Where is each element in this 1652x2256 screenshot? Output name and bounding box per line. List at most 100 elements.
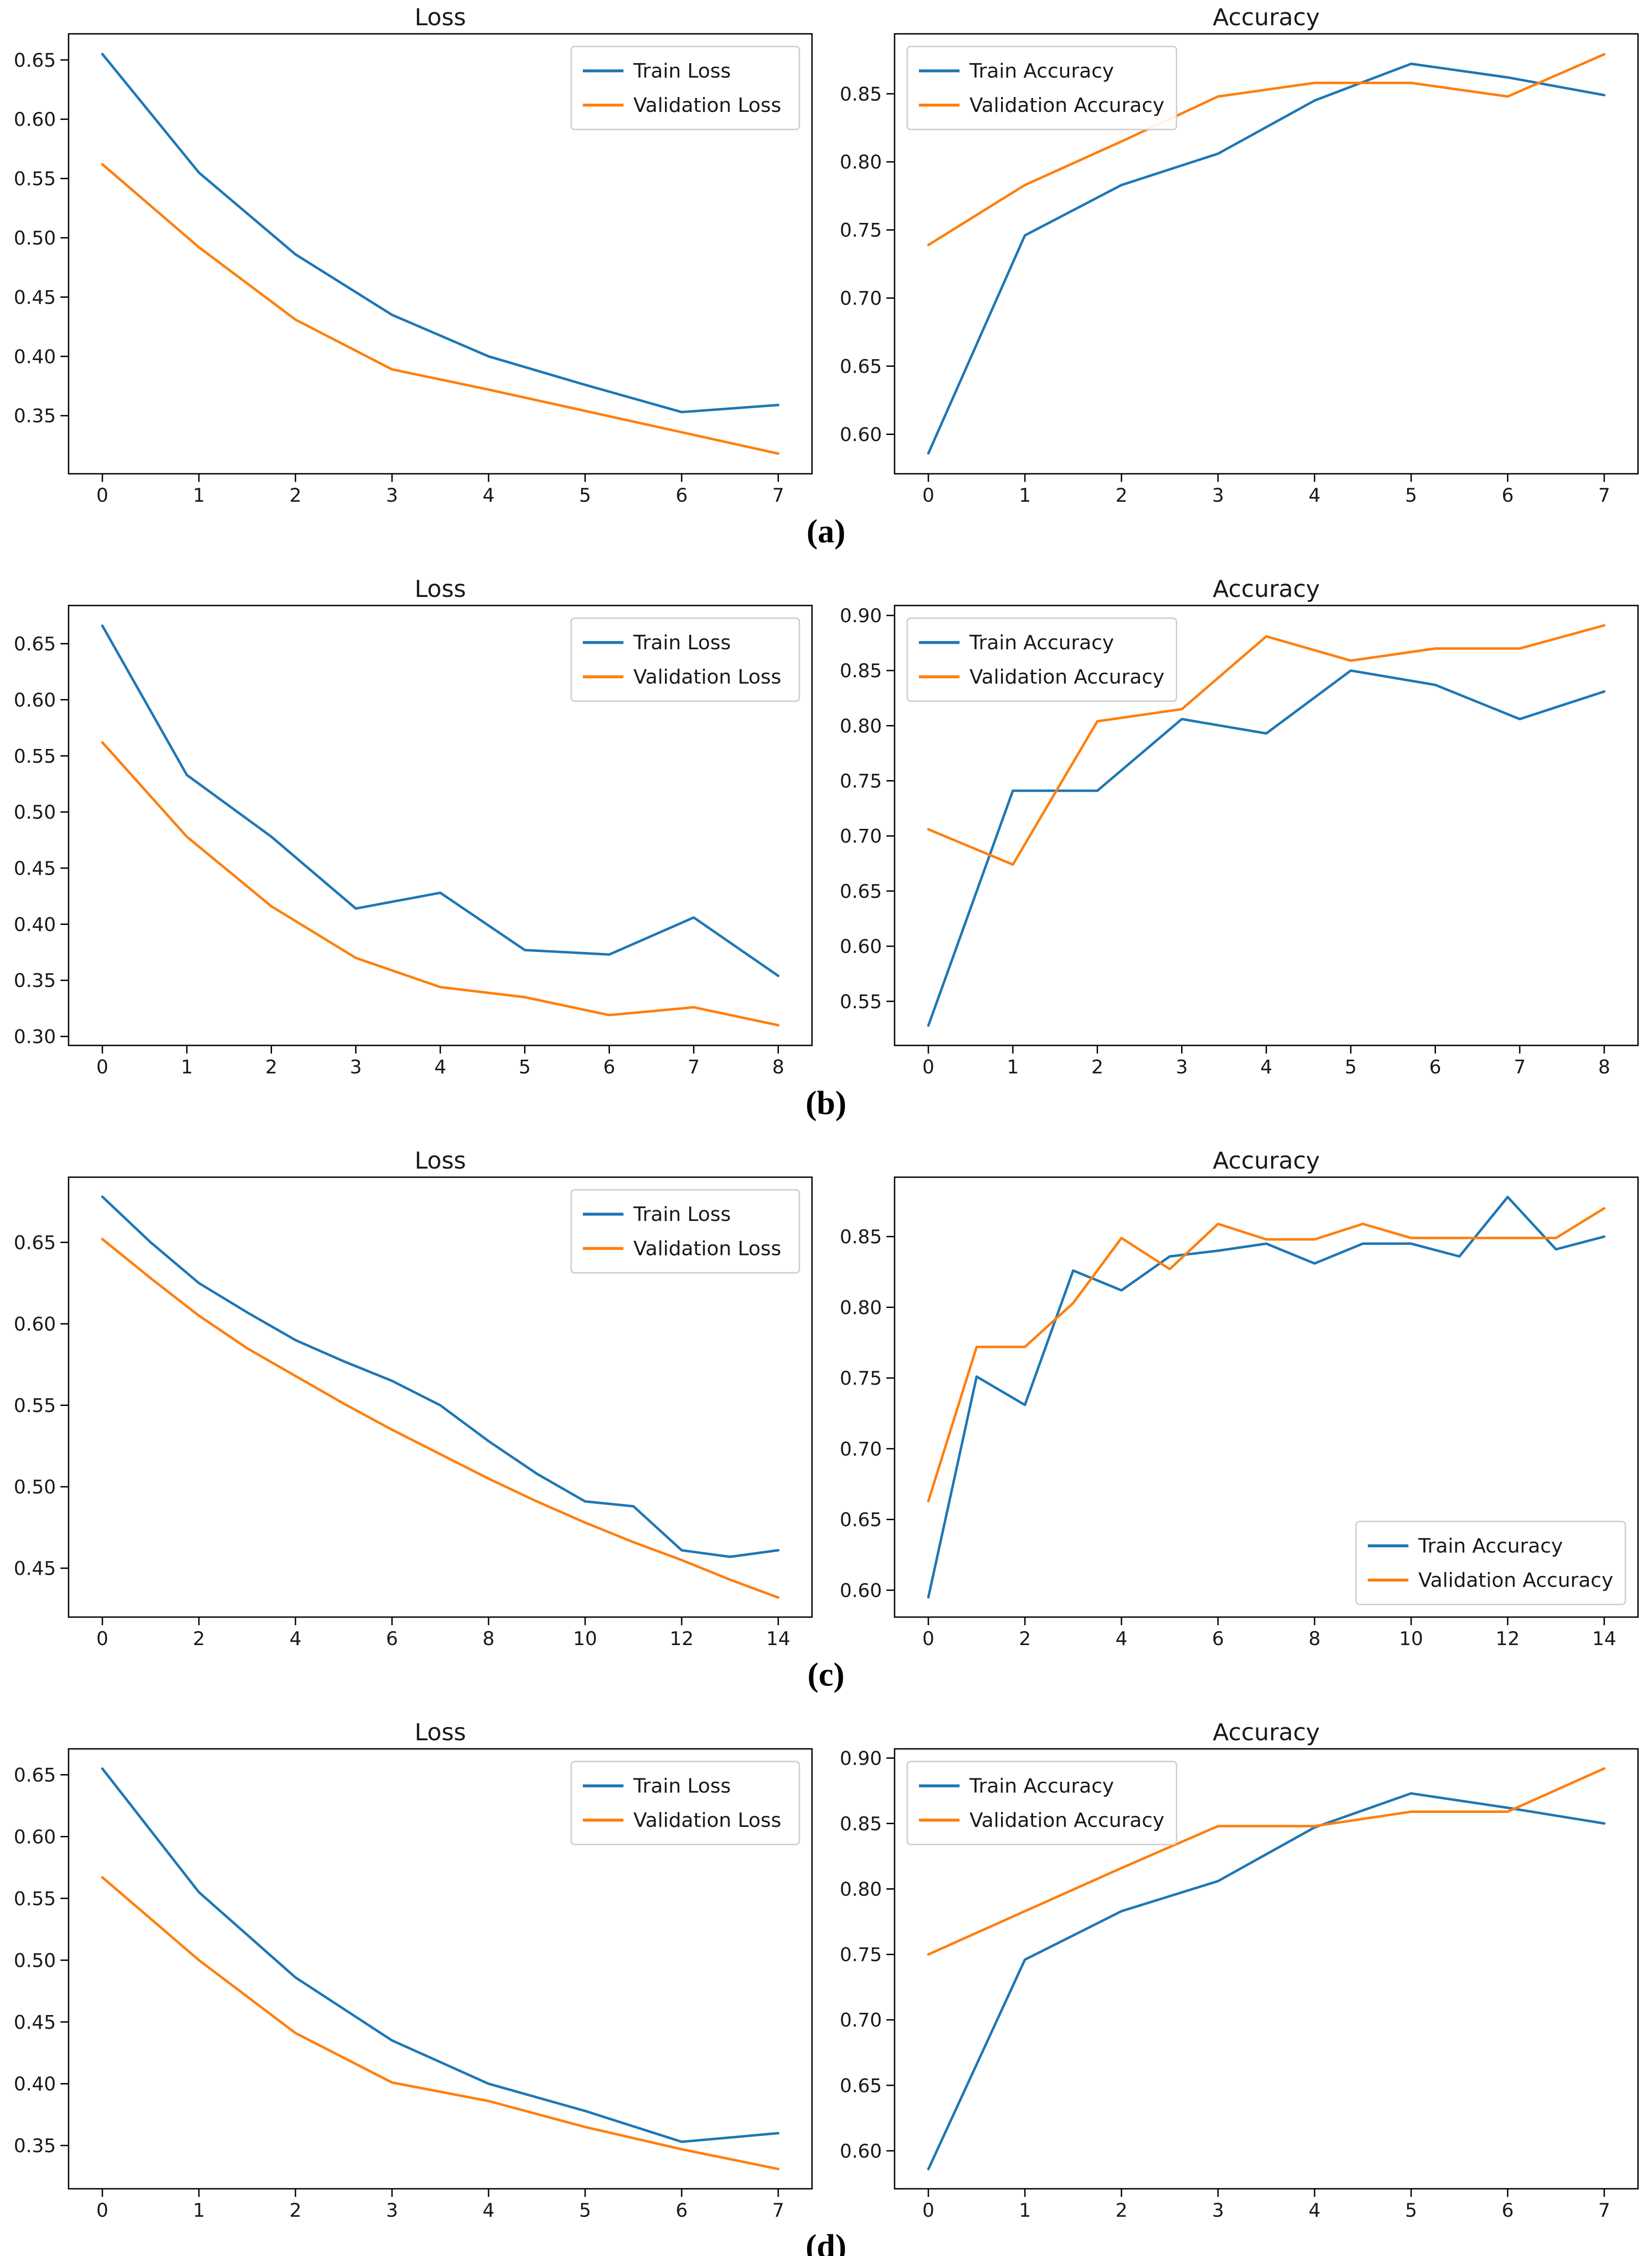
y-tick-label: 0.75 bbox=[840, 219, 882, 241]
series-line bbox=[101, 1238, 780, 1599]
series-line bbox=[101, 163, 780, 455]
series-line bbox=[927, 1196, 1606, 1599]
y-tick-label: 0.90 bbox=[840, 605, 882, 627]
series-line bbox=[927, 1792, 1606, 2171]
legend-box bbox=[570, 1761, 800, 1845]
x-tick-label: 0 bbox=[97, 2199, 109, 2221]
series-line bbox=[927, 62, 1606, 455]
x-tick-label: 5 bbox=[579, 484, 591, 506]
y-tick-label: 0.50 bbox=[14, 227, 56, 249]
chart-title: Loss bbox=[415, 576, 466, 603]
series-line bbox=[101, 741, 780, 1026]
chart-canvas-a-loss: Loss 0.35 0.40 0.45 0.50 0.55 0.60 0.65 0 1 2 3 4 5 6 7… bbox=[14, 4, 813, 506]
x-tick-label: 0 bbox=[97, 1627, 109, 1650]
legend-label: Validation Accuracy bbox=[1418, 1569, 1613, 1592]
x-tick-label: 8 bbox=[483, 1627, 495, 1650]
y-tick-label: 0.60 bbox=[14, 108, 56, 130]
y-tick-label: 0.60 bbox=[840, 935, 882, 957]
x-tick-label: 5 bbox=[519, 1056, 531, 1078]
legend-label: Train Loss bbox=[633, 1775, 731, 1798]
chart-title: Loss bbox=[415, 1719, 466, 1746]
x-tick-label: 2 bbox=[1116, 484, 1128, 506]
y-tick-label: 0.55 bbox=[14, 1887, 56, 1909]
chart-canvas-d-loss: Loss 0.35 0.40 0.45 0.50 0.55 0.60 0.65 0 1 2 3 4 5 6 7… bbox=[14, 1719, 813, 2221]
legend: Train Accuracy Validation Accuracy bbox=[906, 617, 1177, 702]
chart-canvas-b-accuracy: Accuracy 0.55 0.60 0.65 0.70 0.75 0.80 0.85 0.90… bbox=[840, 576, 1639, 1078]
x-tick-label: 10 bbox=[1399, 1627, 1423, 1650]
x-tick-label: 12 bbox=[669, 1627, 693, 1650]
y-tick-label: 0.80 bbox=[840, 151, 882, 173]
y-tick-label: 0.80 bbox=[840, 1296, 882, 1318]
chart-b-accuracy: Accuracy 0.55 0.60 0.65 0.70 0.75 0.80 0.85 0.90… bbox=[826, 572, 1652, 1143]
x-tick-label: 1 bbox=[1019, 2199, 1031, 2221]
legend-box bbox=[570, 1189, 800, 1274]
x-tick-label: 2 bbox=[290, 484, 302, 506]
y-tick-label: 0.75 bbox=[840, 1367, 882, 1389]
axes-box bbox=[68, 33, 813, 475]
x-tick-label: 4 bbox=[483, 484, 495, 506]
x-tick-label: 1 bbox=[1007, 1056, 1019, 1078]
y-tick-label: 0.90 bbox=[840, 1747, 882, 1769]
x-tick-label: 6 bbox=[676, 2199, 688, 2221]
legend-box bbox=[1355, 1521, 1626, 1605]
series-line bbox=[927, 1207, 1606, 1502]
y-tick-label: 0.55 bbox=[14, 1395, 56, 1417]
legend-label: Validation Accuracy bbox=[969, 666, 1164, 689]
series-line bbox=[101, 624, 780, 977]
x-tick-label: 3 bbox=[350, 1056, 362, 1078]
series-line bbox=[927, 624, 1606, 866]
x-tick-label: 1 bbox=[181, 1056, 193, 1078]
chart-title: Loss bbox=[415, 1147, 466, 1174]
legend: Train Loss Validation Loss bbox=[570, 1761, 800, 1845]
legend-label: Train Loss bbox=[633, 1203, 731, 1226]
axes-box bbox=[68, 1176, 813, 1618]
chart-a-accuracy: Accuracy 0.60 0.65 0.70 0.75 0.80 0.85 0 1 2 3 4 5 6 7… bbox=[826, 0, 1652, 572]
caption-c: (c) bbox=[807, 1656, 845, 1693]
y-tick-label: 0.70 bbox=[840, 287, 882, 310]
x-tick-label: 3 bbox=[386, 2199, 398, 2221]
y-tick-label: 0.50 bbox=[14, 1476, 56, 1498]
chart-title: Loss bbox=[415, 4, 466, 31]
x-tick-label: 0 bbox=[923, 2199, 935, 2221]
chart-canvas-c-accuracy: Accuracy 0.60 0.65 0.70 0.75 0.80 0.85 0 2 4 6 8 10 1… bbox=[840, 1147, 1639, 1650]
y-tick-label: 0.85 bbox=[840, 660, 882, 682]
y-tick-label: 0.40 bbox=[14, 346, 56, 368]
axes-box bbox=[894, 33, 1639, 475]
y-tick-label: 0.65 bbox=[14, 1764, 56, 1786]
x-tick-label: 3 bbox=[1212, 2199, 1224, 2221]
figure-row-d: Loss 0.35 0.40 0.45 0.50 0.55 0.60 0.65 0 1 2 3 4 5 6 7… bbox=[0, 1715, 1652, 2256]
caption-d: (d) bbox=[805, 2228, 847, 2256]
series-line bbox=[101, 1195, 780, 1558]
x-tick-label: 7 bbox=[772, 2199, 784, 2221]
y-tick-label: 0.60 bbox=[840, 1579, 882, 1601]
x-tick-label: 5 bbox=[1405, 484, 1417, 506]
legend-label: Validation Loss bbox=[633, 666, 781, 689]
x-tick-label: 7 bbox=[1598, 484, 1610, 506]
x-tick-label: 0 bbox=[97, 1056, 109, 1078]
x-tick-label: 14 bbox=[1592, 1627, 1616, 1650]
y-tick-label: 0.65 bbox=[14, 1231, 56, 1253]
legend-label: Validation Loss bbox=[633, 1237, 781, 1260]
y-tick-label: 0.55 bbox=[840, 990, 882, 1012]
legend-label: Validation Loss bbox=[633, 1809, 781, 1832]
legend: Train Loss Validation Loss bbox=[570, 46, 800, 130]
x-tick-label: 0 bbox=[923, 484, 935, 506]
y-tick-label: 0.75 bbox=[840, 770, 882, 792]
chart-canvas-c-loss: Loss 0.45 0.50 0.55 0.60 0.65 0 2 4 6 8 10 12 14 Train… bbox=[14, 1147, 813, 1650]
y-tick-label: 0.65 bbox=[840, 1509, 882, 1531]
x-tick-label: 6 bbox=[1429, 1056, 1441, 1078]
y-tick-label: 0.55 bbox=[14, 168, 56, 190]
x-tick-label: 2 bbox=[1019, 1627, 1031, 1650]
x-tick-label: 2 bbox=[193, 1627, 205, 1650]
y-tick-label: 0.65 bbox=[14, 633, 56, 655]
x-tick-label: 0 bbox=[923, 1627, 935, 1650]
x-tick-label: 10 bbox=[573, 1627, 597, 1650]
y-tick-label: 0.30 bbox=[14, 1026, 56, 1048]
y-tick-label: 0.85 bbox=[840, 1226, 882, 1248]
x-tick-label: 6 bbox=[1212, 1627, 1224, 1650]
y-tick-label: 0.70 bbox=[840, 825, 882, 847]
axes-box bbox=[894, 1748, 1639, 2190]
y-tick-label: 0.50 bbox=[14, 801, 56, 823]
y-tick-label: 0.40 bbox=[14, 913, 56, 935]
